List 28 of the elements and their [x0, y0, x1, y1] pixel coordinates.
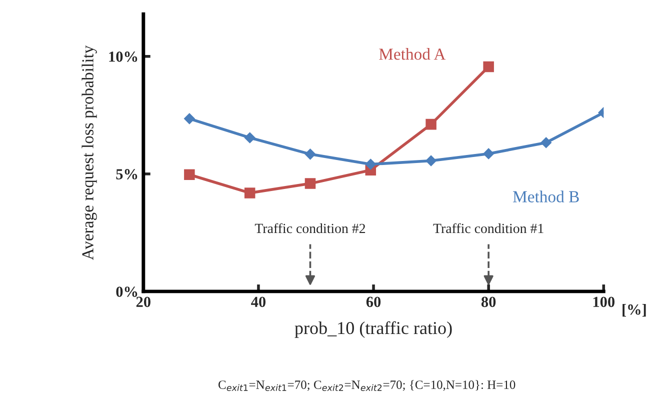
ref-line-label: Traffic condition #2: [254, 223, 366, 234]
x-tick-label: 60: [366, 296, 381, 308]
point: [244, 132, 256, 144]
point: [426, 155, 436, 166]
y-axis-title: Average request loss probability: [82, 45, 97, 260]
x-axis-title: prob_10 (traffic ratio): [294, 321, 452, 338]
point: [184, 169, 195, 180]
y-tick-label: 5%: [116, 169, 138, 180]
text: Method B: [513, 190, 579, 202]
text: Method A: [379, 48, 446, 60]
ref-line-label: Traffic condition #1: [433, 223, 544, 234]
point: [540, 137, 552, 148]
x-tick-label: 40: [251, 296, 266, 308]
y-tick-label: 10%: [109, 52, 138, 62]
point: [304, 178, 316, 189]
point: [365, 158, 376, 170]
text: [%]: [622, 304, 646, 317]
text: C$_{exit1}$=N$_{exit1}$=70; C$_{exit2}$=N$_{exit2}$=70; {C=10,N=10}: H=10: [218, 380, 516, 392]
x-tick-label: 80: [481, 296, 496, 308]
x-tick-label: 100: [593, 296, 615, 308]
point: [483, 148, 494, 160]
x-tick-label: 20: [136, 296, 150, 308]
point: [244, 188, 256, 198]
point: [304, 148, 316, 160]
point: [184, 113, 195, 124]
y-tick-label: 0%: [116, 286, 138, 297]
point: [426, 118, 436, 130]
point: [483, 61, 494, 72]
